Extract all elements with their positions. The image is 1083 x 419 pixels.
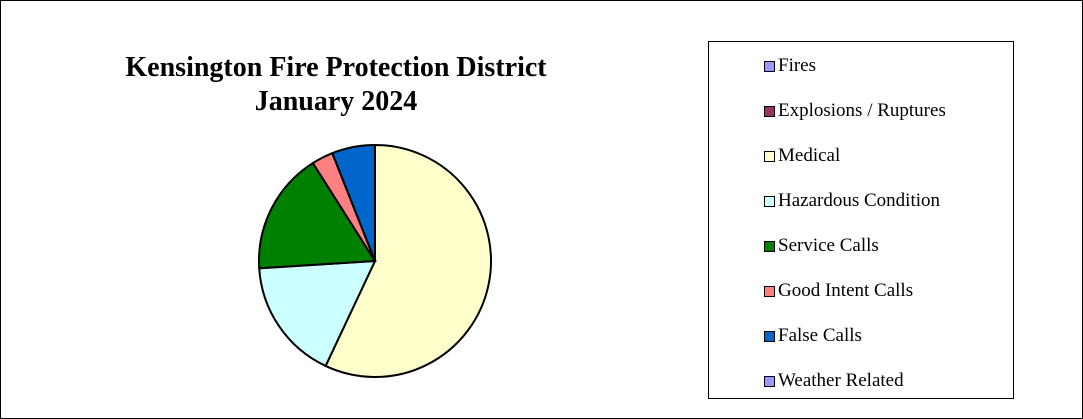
legend: Fires Explosions / Ruptures Medical Hazardo… (708, 41, 1014, 399)
legend-swatch-good-intent-calls (764, 285, 775, 297)
legend-label-service-calls: Service Calls (778, 235, 879, 256)
legend-label-good-intent-calls: Good Intent Calls (778, 280, 914, 301)
legend-item-medical: Medical (764, 144, 840, 168)
chart-subtitle-line: January 2024 (254, 86, 418, 117)
legend-label-explosions-ruptures: Explosions / Ruptures (778, 100, 946, 121)
legend-label-hazardous-condition: Hazardous Condition (778, 190, 941, 211)
pie-slice-false-calls (330, 143, 376, 262)
legend-item-weather-related: Weather Related (764, 369, 904, 393)
legend-item-hazardous-condition: Hazardous Condition (764, 189, 940, 213)
legend-swatch-fires (764, 60, 775, 72)
legend-swatch-medical (764, 150, 775, 162)
legend-item-explosions-ruptures: Explosions / Ruptures (764, 99, 946, 123)
pie-slice-medical (324, 143, 492, 378)
legend-swatch-false-calls (764, 330, 775, 342)
legend-item-false-calls: False Calls (764, 324, 862, 348)
chart-title: Kensington Fire Protection District Janu… (41, 51, 631, 119)
pie-chart (258, 143, 492, 378)
legend-swatch-hazardous-condition (764, 195, 775, 207)
legend-label-fires: Fires (778, 55, 816, 76)
legend-item-fires: Fires (764, 54, 816, 78)
legend-label-medical: Medical (778, 145, 841, 166)
legend-item-good-intent-calls: Good Intent Calls (764, 279, 913, 303)
chart-title-line: Kensington Fire Protection District (125, 52, 547, 83)
legend-swatch-service-calls (764, 240, 775, 252)
pie-slice-service-calls (258, 161, 377, 270)
pie-slice-hazardous-condition (258, 259, 377, 368)
legend-swatch-explosions-ruptures (764, 105, 775, 117)
legend-swatch-weather-related (764, 375, 775, 387)
legend-label-weather-related: Weather Related (778, 370, 904, 391)
legend-label-false-calls: False Calls (778, 325, 862, 346)
legend-item-service-calls: Service Calls (764, 234, 879, 258)
